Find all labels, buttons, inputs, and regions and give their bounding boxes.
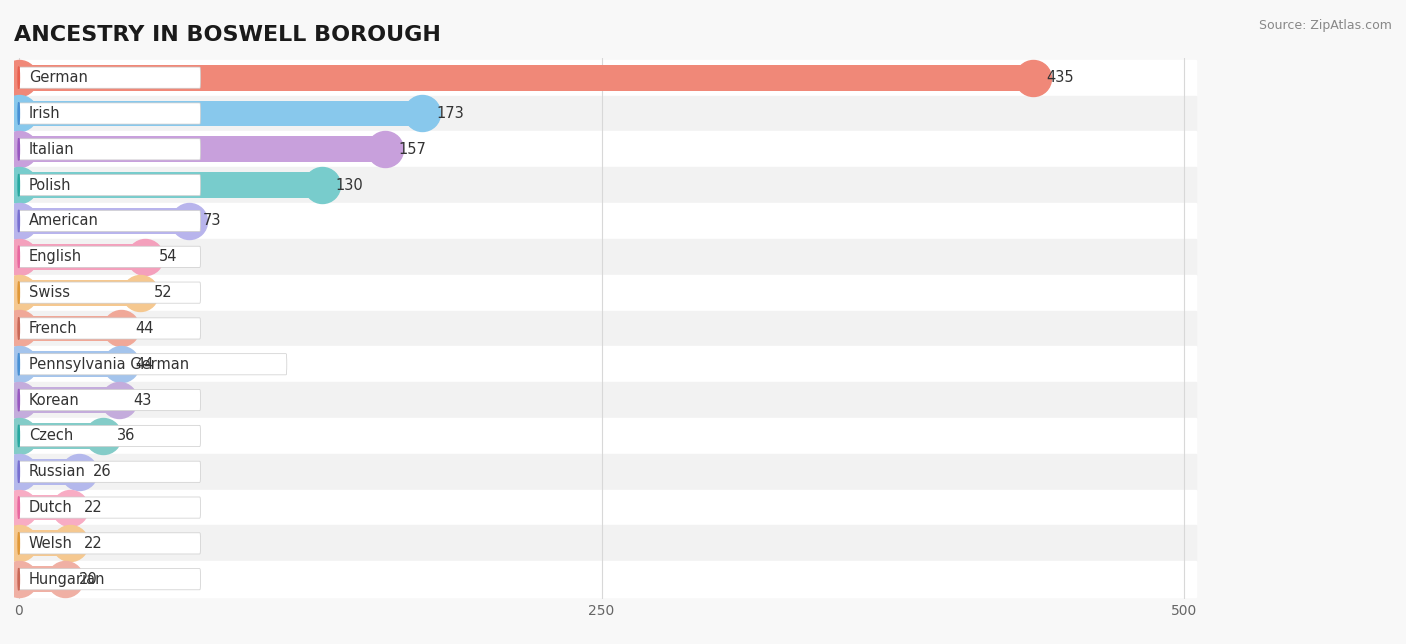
Text: 157: 157 xyxy=(399,142,426,157)
Bar xyxy=(18,566,65,592)
FancyBboxPatch shape xyxy=(18,103,201,124)
FancyBboxPatch shape xyxy=(18,461,201,482)
FancyBboxPatch shape xyxy=(18,497,201,518)
FancyBboxPatch shape xyxy=(7,239,1197,275)
Text: 22: 22 xyxy=(84,536,103,551)
Text: 44: 44 xyxy=(135,357,153,372)
Ellipse shape xyxy=(18,389,20,411)
Text: 435: 435 xyxy=(1047,70,1074,85)
FancyBboxPatch shape xyxy=(7,131,1197,167)
FancyBboxPatch shape xyxy=(7,562,1197,597)
Ellipse shape xyxy=(18,533,20,554)
Ellipse shape xyxy=(18,174,20,196)
FancyBboxPatch shape xyxy=(18,175,201,196)
Bar xyxy=(18,495,70,520)
Bar xyxy=(18,100,422,126)
Text: Russian: Russian xyxy=(28,464,86,479)
Text: Dutch: Dutch xyxy=(28,500,73,515)
Bar xyxy=(18,65,1033,91)
FancyBboxPatch shape xyxy=(7,454,1197,489)
Text: Irish: Irish xyxy=(28,106,60,121)
FancyBboxPatch shape xyxy=(18,67,201,88)
Text: Welsh: Welsh xyxy=(28,536,73,551)
FancyBboxPatch shape xyxy=(7,167,1197,203)
Bar xyxy=(18,316,121,341)
Ellipse shape xyxy=(18,460,20,483)
Text: 173: 173 xyxy=(436,106,464,121)
FancyBboxPatch shape xyxy=(18,318,201,339)
Text: Polish: Polish xyxy=(28,178,72,193)
FancyBboxPatch shape xyxy=(7,60,1197,95)
Text: 26: 26 xyxy=(93,464,112,479)
Bar xyxy=(18,208,188,234)
Ellipse shape xyxy=(18,138,20,160)
FancyBboxPatch shape xyxy=(7,95,1197,131)
Text: 22: 22 xyxy=(84,500,103,515)
Text: 73: 73 xyxy=(202,213,221,229)
Bar xyxy=(18,387,120,413)
FancyBboxPatch shape xyxy=(7,382,1197,418)
Bar xyxy=(18,137,385,162)
FancyBboxPatch shape xyxy=(7,489,1197,526)
FancyBboxPatch shape xyxy=(18,246,201,267)
Ellipse shape xyxy=(18,425,20,447)
Ellipse shape xyxy=(18,497,20,518)
Ellipse shape xyxy=(18,246,20,268)
Ellipse shape xyxy=(18,210,20,232)
Text: Czech: Czech xyxy=(28,428,73,444)
Bar xyxy=(18,172,322,198)
Text: French: French xyxy=(28,321,77,336)
Ellipse shape xyxy=(18,317,20,339)
Text: 54: 54 xyxy=(159,249,177,264)
FancyBboxPatch shape xyxy=(18,211,201,232)
Text: English: English xyxy=(28,249,82,264)
FancyBboxPatch shape xyxy=(7,310,1197,346)
Ellipse shape xyxy=(18,354,20,375)
Ellipse shape xyxy=(18,102,20,124)
FancyBboxPatch shape xyxy=(7,203,1197,239)
FancyBboxPatch shape xyxy=(7,275,1197,310)
FancyBboxPatch shape xyxy=(18,282,201,303)
FancyBboxPatch shape xyxy=(7,526,1197,562)
Text: Hungarian: Hungarian xyxy=(28,572,105,587)
Text: 130: 130 xyxy=(336,178,364,193)
Text: American: American xyxy=(28,213,98,229)
Text: 43: 43 xyxy=(134,393,152,408)
Text: 20: 20 xyxy=(79,572,98,587)
FancyBboxPatch shape xyxy=(18,138,201,160)
FancyBboxPatch shape xyxy=(18,533,201,554)
Bar xyxy=(18,352,121,377)
Text: ANCESTRY IN BOSWELL BOROUGH: ANCESTRY IN BOSWELL BOROUGH xyxy=(14,25,441,45)
Text: Source: ZipAtlas.com: Source: ZipAtlas.com xyxy=(1258,19,1392,32)
Ellipse shape xyxy=(18,67,20,89)
FancyBboxPatch shape xyxy=(18,390,201,411)
Text: 36: 36 xyxy=(117,428,135,444)
FancyBboxPatch shape xyxy=(7,346,1197,382)
Ellipse shape xyxy=(18,568,20,590)
Text: Pennsylvania German: Pennsylvania German xyxy=(28,357,188,372)
FancyBboxPatch shape xyxy=(7,418,1197,454)
FancyBboxPatch shape xyxy=(18,425,201,446)
Bar xyxy=(18,531,70,556)
Text: Korean: Korean xyxy=(28,393,80,408)
Ellipse shape xyxy=(18,281,20,303)
FancyBboxPatch shape xyxy=(18,569,201,590)
Bar xyxy=(18,279,141,305)
Text: German: German xyxy=(28,70,87,85)
Text: Swiss: Swiss xyxy=(28,285,70,300)
Text: Italian: Italian xyxy=(28,142,75,157)
Text: 44: 44 xyxy=(135,321,153,336)
Bar xyxy=(18,244,145,270)
FancyBboxPatch shape xyxy=(18,354,287,375)
Text: 52: 52 xyxy=(153,285,173,300)
Bar xyxy=(18,459,79,485)
Bar xyxy=(18,423,103,449)
